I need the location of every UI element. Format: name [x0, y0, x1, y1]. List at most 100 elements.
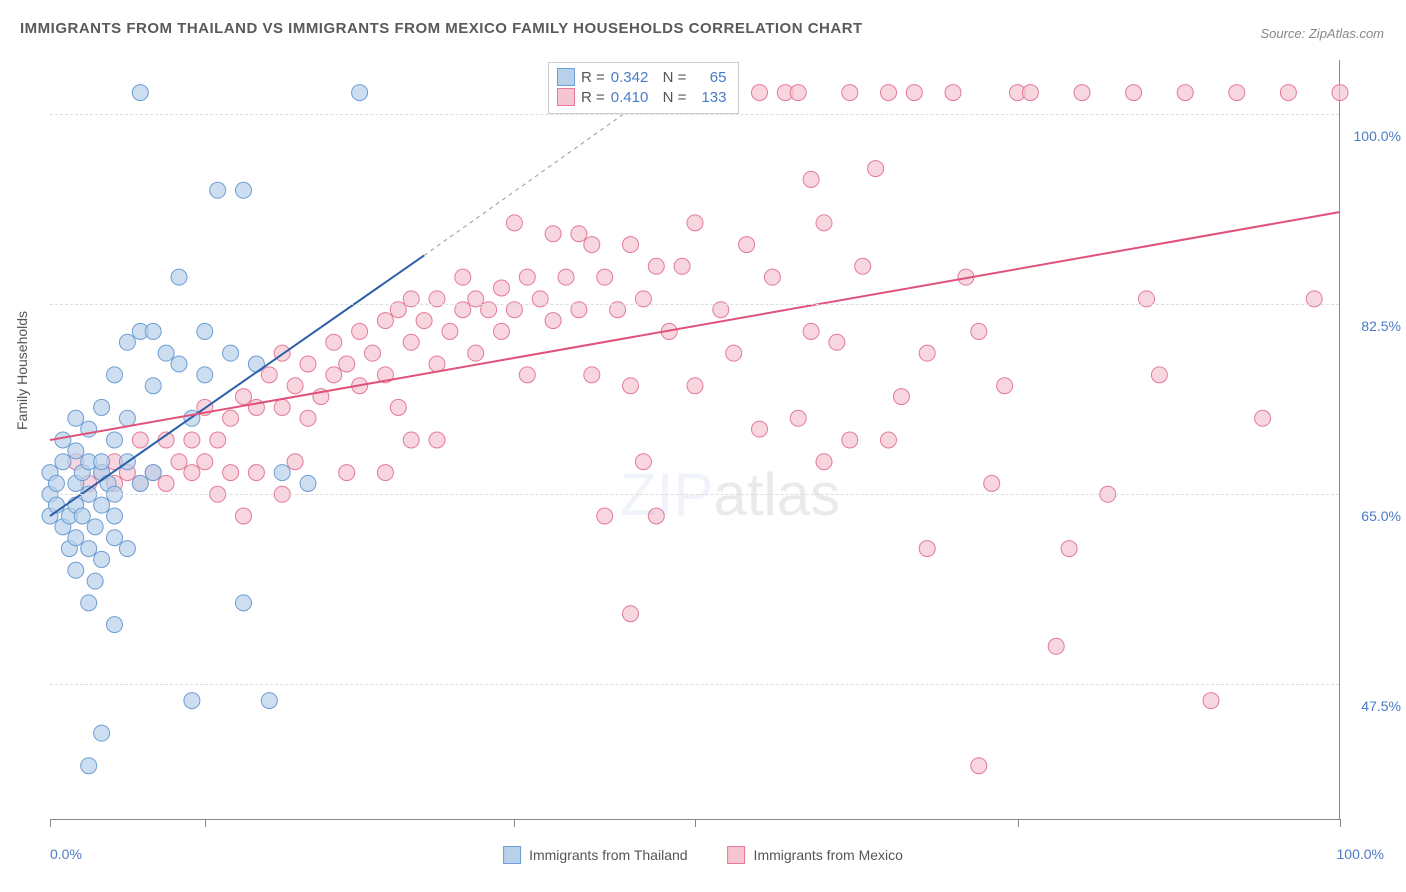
scatter-point	[674, 258, 690, 274]
scatter-point	[94, 454, 110, 470]
scatter-point	[1126, 85, 1142, 101]
scatter-point	[365, 345, 381, 361]
gridline	[50, 304, 1339, 305]
xtick	[205, 819, 206, 827]
scatter-point	[107, 367, 123, 383]
scatter-point	[752, 85, 768, 101]
scatter-point	[597, 269, 613, 285]
scatter-point	[1203, 693, 1219, 709]
scatter-point	[790, 410, 806, 426]
scatter-point	[623, 378, 639, 394]
scatter-point	[81, 758, 97, 774]
chart-title: IMMIGRANTS FROM THAILAND VS IMMIGRANTS F…	[20, 20, 863, 37]
scatter-point	[287, 454, 303, 470]
scatter-point	[1255, 410, 1271, 426]
scatter-point	[326, 334, 342, 350]
scatter-point	[68, 410, 84, 426]
scatter-point	[881, 85, 897, 101]
scatter-point	[223, 410, 239, 426]
stats-swatch-thailand	[557, 68, 575, 86]
scatter-point	[81, 595, 97, 611]
scatter-point	[1074, 85, 1090, 101]
scatter-point	[829, 334, 845, 350]
scatter-point	[94, 551, 110, 567]
scatter-point	[119, 541, 135, 557]
scatter-point	[274, 465, 290, 481]
scatter-point	[339, 465, 355, 481]
scatter-point	[300, 356, 316, 372]
legend-item-mexico: Immigrants from Mexico	[728, 846, 903, 864]
scatter-point	[81, 541, 97, 557]
scatter-point	[893, 389, 909, 405]
stats-n-thailand: 65	[692, 69, 726, 86]
scatter-point	[274, 399, 290, 415]
scatter-point	[55, 454, 71, 470]
scatter-point	[107, 617, 123, 633]
scatter-point	[171, 356, 187, 372]
legend-item-thailand: Immigrants from Thailand	[503, 846, 687, 864]
stats-swatch-mexico	[557, 88, 575, 106]
scatter-point	[94, 399, 110, 415]
scatter-point	[868, 161, 884, 177]
scatter-point	[248, 356, 264, 372]
stats-n-label: N =	[654, 89, 686, 106]
scatter-point	[545, 313, 561, 329]
scatter-point	[1229, 85, 1245, 101]
xtick	[50, 819, 51, 827]
scatter-point	[803, 171, 819, 187]
plot-svg	[50, 60, 1339, 819]
scatter-point	[94, 497, 110, 513]
scatter-point	[261, 367, 277, 383]
scatter-point	[803, 323, 819, 339]
scatter-point	[997, 378, 1013, 394]
scatter-point	[403, 432, 419, 448]
scatter-point	[906, 85, 922, 101]
ytick-label: 47.5%	[1345, 698, 1401, 714]
scatter-point	[197, 454, 213, 470]
scatter-point	[132, 475, 148, 491]
scatter-point	[171, 454, 187, 470]
scatter-point	[145, 465, 161, 481]
scatter-point	[584, 367, 600, 383]
scatter-point	[881, 432, 897, 448]
bottom-legend: Immigrants from Thailand Immigrants from…	[503, 846, 903, 864]
scatter-point	[300, 475, 316, 491]
scatter-point	[429, 432, 445, 448]
scatter-point	[236, 182, 252, 198]
scatter-point	[687, 215, 703, 231]
scatter-point	[145, 378, 161, 394]
scatter-point	[184, 465, 200, 481]
scatter-point	[68, 530, 84, 546]
scatter-point	[545, 226, 561, 242]
scatter-point	[352, 85, 368, 101]
xtick	[1018, 819, 1019, 827]
scatter-point	[571, 226, 587, 242]
scatter-point	[223, 465, 239, 481]
scatter-point	[519, 367, 535, 383]
scatter-point	[55, 432, 71, 448]
correlation-stats-box: R = 0.342 N = 65 R = 0.410 N = 133	[548, 62, 739, 114]
scatter-point	[1061, 541, 1077, 557]
gridline	[50, 684, 1339, 685]
scatter-point	[855, 258, 871, 274]
scatter-point	[1280, 85, 1296, 101]
scatter-point	[403, 334, 419, 350]
stats-r-thailand: 0.342	[611, 69, 649, 86]
scatter-point	[236, 595, 252, 611]
scatter-point	[1022, 85, 1038, 101]
scatter-point	[455, 269, 471, 285]
xtick	[514, 819, 515, 827]
scatter-point	[584, 237, 600, 253]
scatter-point	[145, 323, 161, 339]
scatter-point	[107, 508, 123, 524]
scatter-point	[506, 215, 522, 231]
scatter-point	[107, 530, 123, 546]
y-axis-label: Family Households	[14, 311, 30, 430]
source-attribution: Source: ZipAtlas.com	[1260, 26, 1384, 41]
scatter-point	[48, 475, 64, 491]
scatter-point	[494, 280, 510, 296]
xtick	[1340, 819, 1341, 827]
scatter-point	[94, 725, 110, 741]
stats-row-thailand: R = 0.342 N = 65	[557, 67, 726, 87]
scatter-point	[468, 345, 484, 361]
